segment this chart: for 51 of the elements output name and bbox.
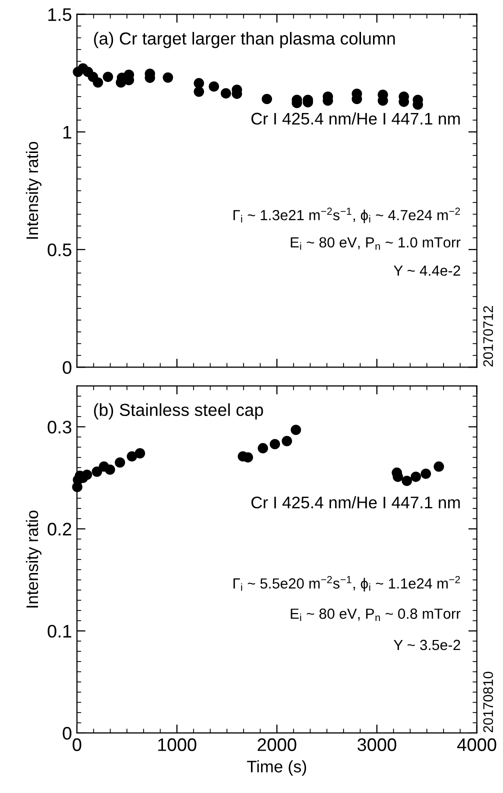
point [134,448,146,458]
point [92,77,104,88]
point [282,436,292,446]
x-tick-label: 0 [72,738,82,752]
y-tick-label: 1 [63,126,72,138]
point [420,468,432,479]
annotation: Y ~ 3.5e-2 [394,640,460,650]
y-tick-label: 0.3 [48,420,72,434]
y-axis-title: Intensity ratio [26,142,42,239]
x-tick-label: 4000 [457,738,496,752]
point [114,457,126,468]
annotation: Y ~ 4.4e-2 [394,265,460,276]
point [242,452,254,463]
annotation: E$_{i}$ ~ 80 eV, P$_{n}$ ~ 1.0 mTorr [290,237,460,250]
y-axis-title: Intensity ratio [26,510,42,608]
x-tick-label: 2000 [258,738,296,752]
point [410,472,422,482]
y-tick-label: 1.5 [48,8,72,21]
x-tick-label: 3000 [357,738,396,752]
text: 20170810 [483,672,494,732]
point [126,451,138,462]
text: Γ$_{i}$ ~ 5.5e20 m$^{−2}$s$^{−1}$, ϕ$_{i}$ ~ 1.1e24 m$^{−2}$ [234,576,460,592]
x-tick-label: 1000 [158,738,196,752]
y-tick-label: 0.2 [48,522,72,536]
point [194,86,204,97]
text: (b) Stainless steel cap [94,403,264,420]
point [434,461,444,472]
point [208,81,220,92]
annotation: Cr I 425.4 nm/He I 447.1 nm [251,112,460,125]
point [262,94,272,104]
point [82,470,92,480]
text: Γ$_{i}$ ~ 1.3e21 m$^{−2}$s$^{−1}$, ϕ$_{i}$ ~ 4.7e24 m$^{−2}$ [234,208,460,224]
point [162,72,174,83]
y-tick-label: 0.5 [48,243,72,256]
text: 20170712 [483,306,494,366]
annotation: E$_{i}$ ~ 80 eV, P$_{n}$ ~ 0.8 mTorr [290,608,460,622]
y-tick-label: 0 [62,361,72,374]
point [92,466,102,477]
point [290,424,302,435]
point [258,443,268,454]
annotation: Cr I 425.4 nm/He I 447.1 nm [251,496,460,508]
point [270,438,280,450]
point [402,476,412,486]
y-tick-label: 0.1 [48,624,72,638]
text: (a) Cr target larger than plasma column [94,32,395,48]
point [102,72,114,82]
y-tick-label: 0 [62,726,72,740]
x-axis-title: Time (s) [247,760,306,776]
point [220,88,232,98]
point [104,464,116,475]
point [194,78,204,88]
